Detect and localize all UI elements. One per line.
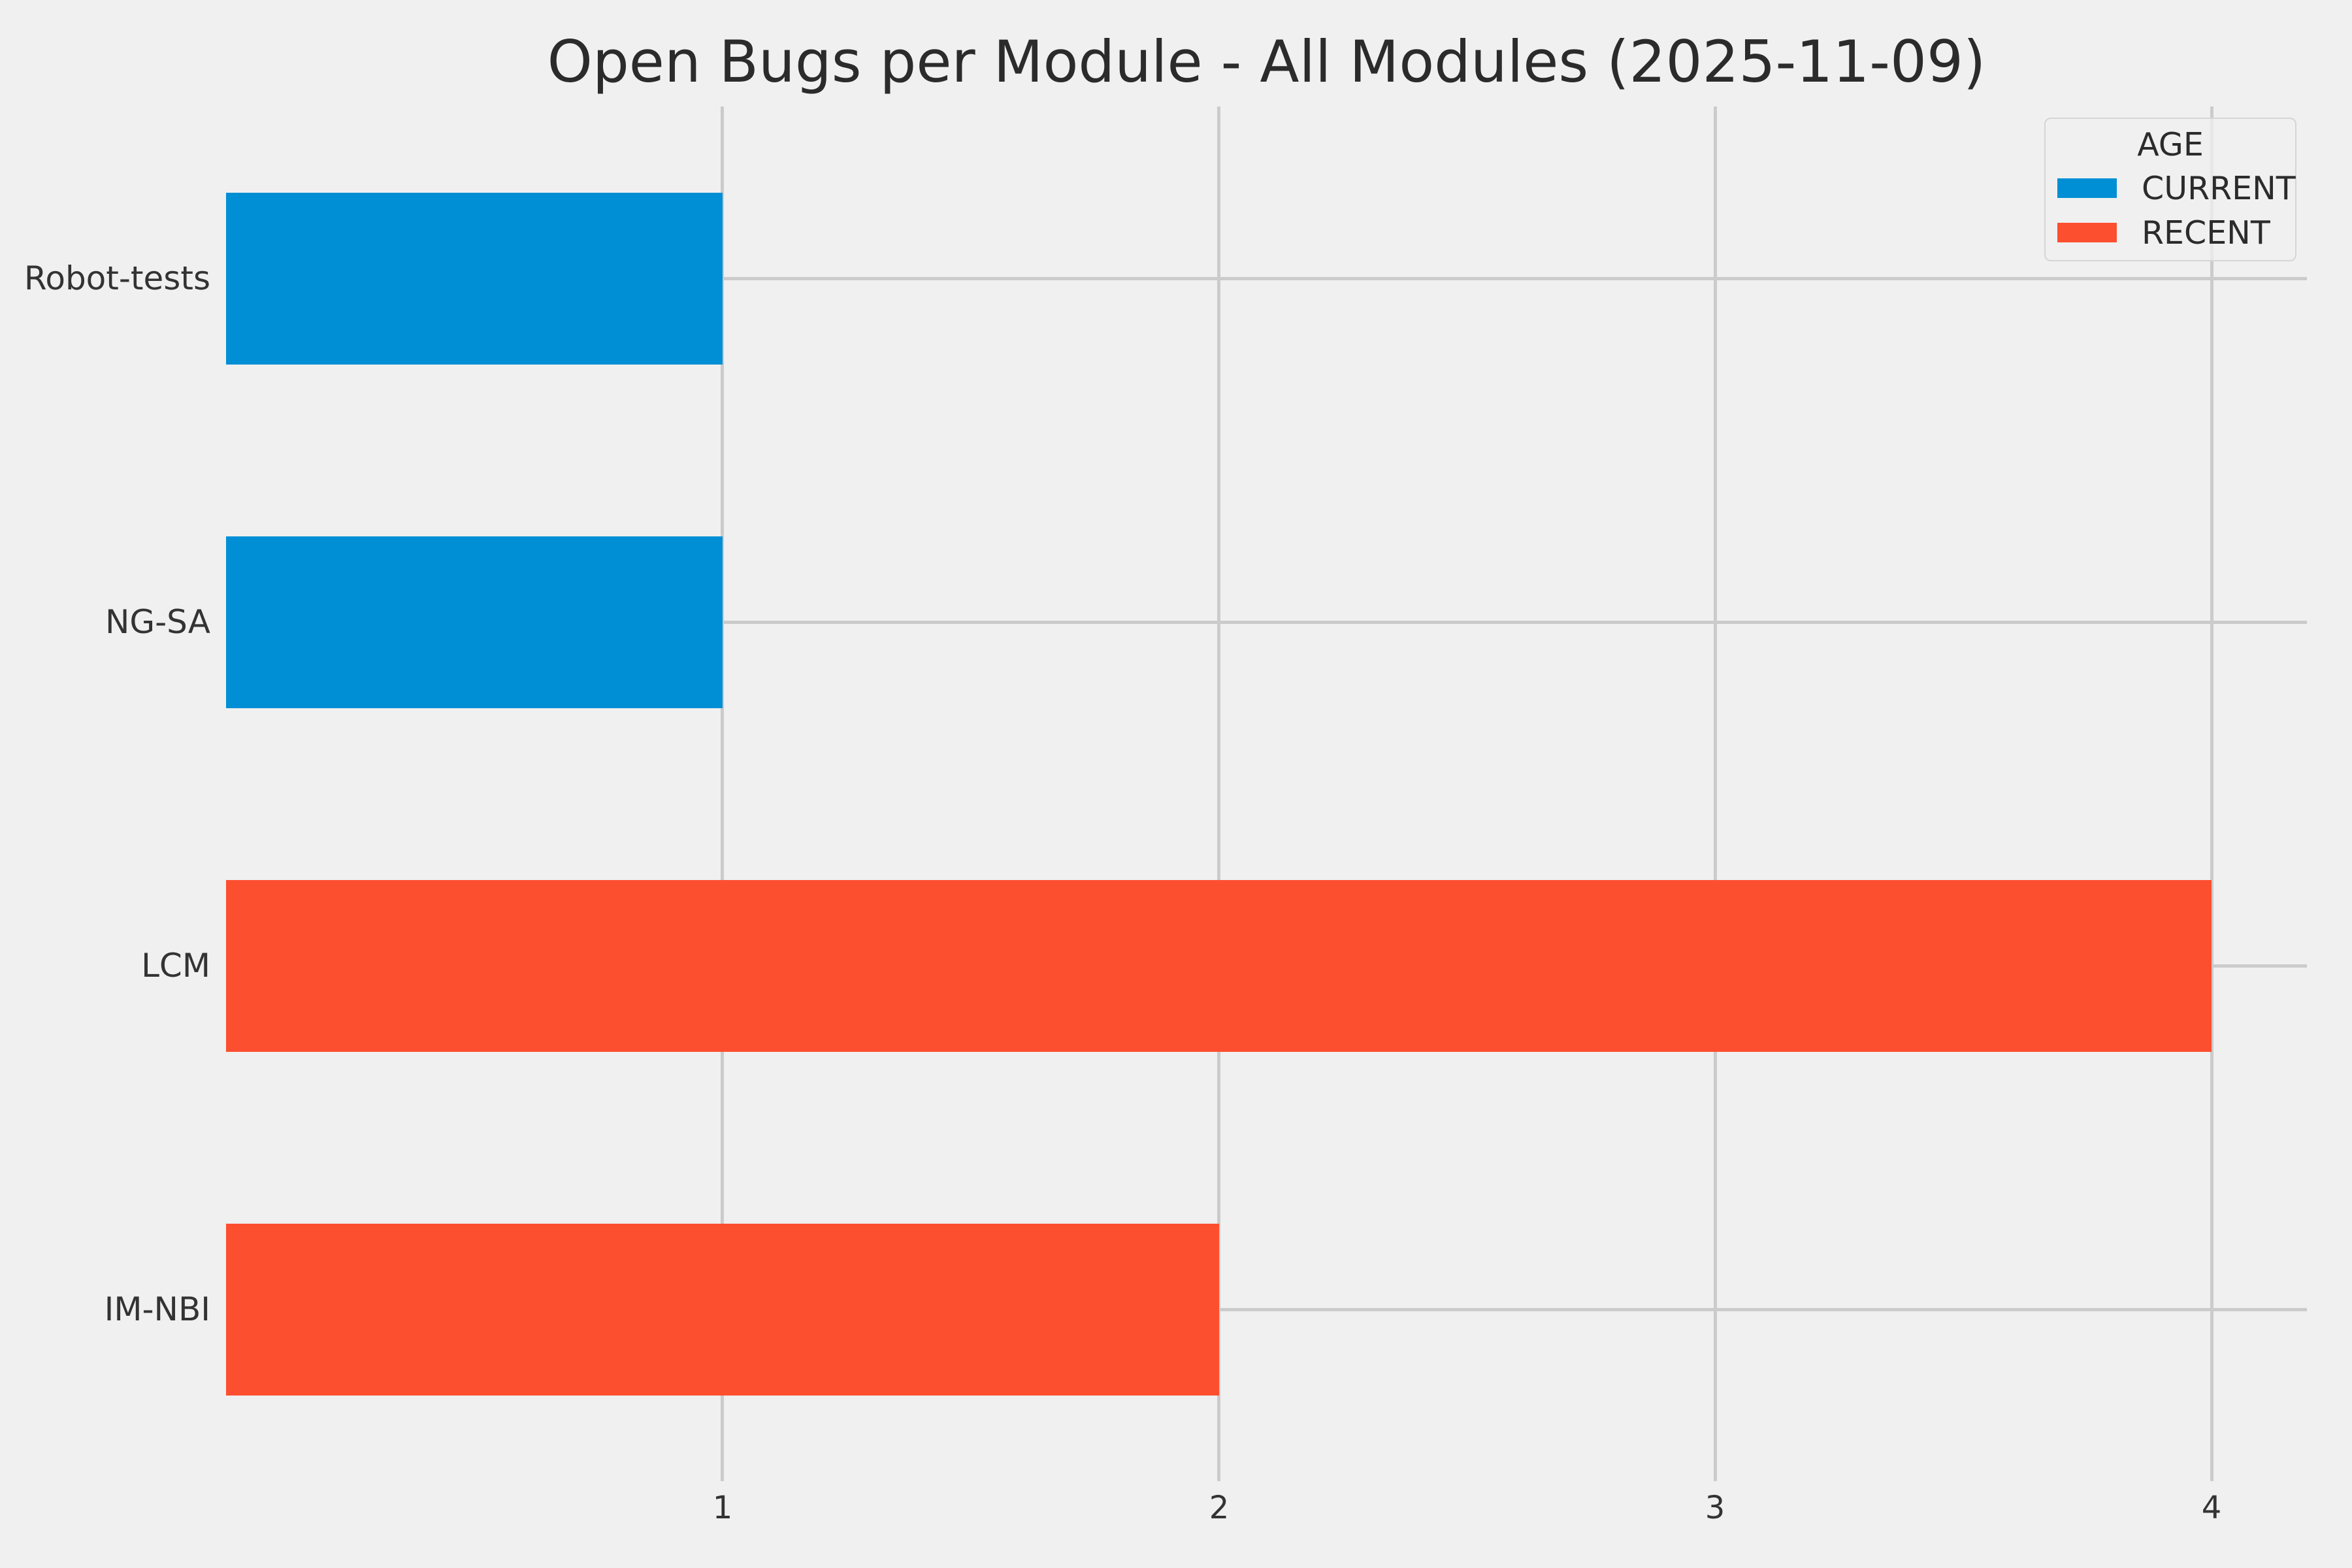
legend-label-current: CURRENT <box>2142 169 2296 207</box>
v-gridline-4 <box>2210 106 2213 1481</box>
legend-label-recent: RECENT <box>2142 214 2270 252</box>
bar-robot-tests <box>226 193 723 365</box>
legend-title: AGE <box>2137 126 2204 163</box>
v-gridline-2 <box>1217 106 1220 1481</box>
v-gridline-3 <box>1714 106 1717 1481</box>
xtick-label-1: 1 <box>712 1490 733 1526</box>
legend-entry-current: CURRENT <box>2057 166 2296 210</box>
h-gridline-ng-sa <box>226 621 2307 624</box>
plot-area <box>226 106 2307 1481</box>
v-gridline-1 <box>721 106 724 1481</box>
legend-entry-recent: RECENT <box>2057 210 2295 255</box>
ytick-label-im-nbi: IM-NBI <box>104 1290 210 1328</box>
xtick-label-2: 2 <box>1209 1490 1230 1526</box>
bar-ng-sa <box>226 536 723 708</box>
ytick-label-ng-sa: NG-SA <box>105 603 210 641</box>
bar-lcm <box>226 880 2212 1052</box>
legend-swatch-current <box>2057 178 2117 198</box>
chart-title: Open Bugs per Module - All Modules (2025… <box>547 28 1986 95</box>
ytick-label-robot-tests: Robot-tests <box>24 259 210 297</box>
h-gridline-robot-tests <box>226 277 2307 280</box>
xtick-label-3: 3 <box>1705 1490 1725 1526</box>
bar-im-nbi <box>226 1224 1219 1396</box>
h-gridline-im-nbi <box>226 1308 2307 1311</box>
legend-swatch-recent <box>2057 223 2117 242</box>
legend: AGE CURRENT RECENT <box>2044 118 2296 261</box>
xtick-label-4: 4 <box>2201 1490 2222 1526</box>
ytick-label-lcm: LCM <box>141 947 210 985</box>
